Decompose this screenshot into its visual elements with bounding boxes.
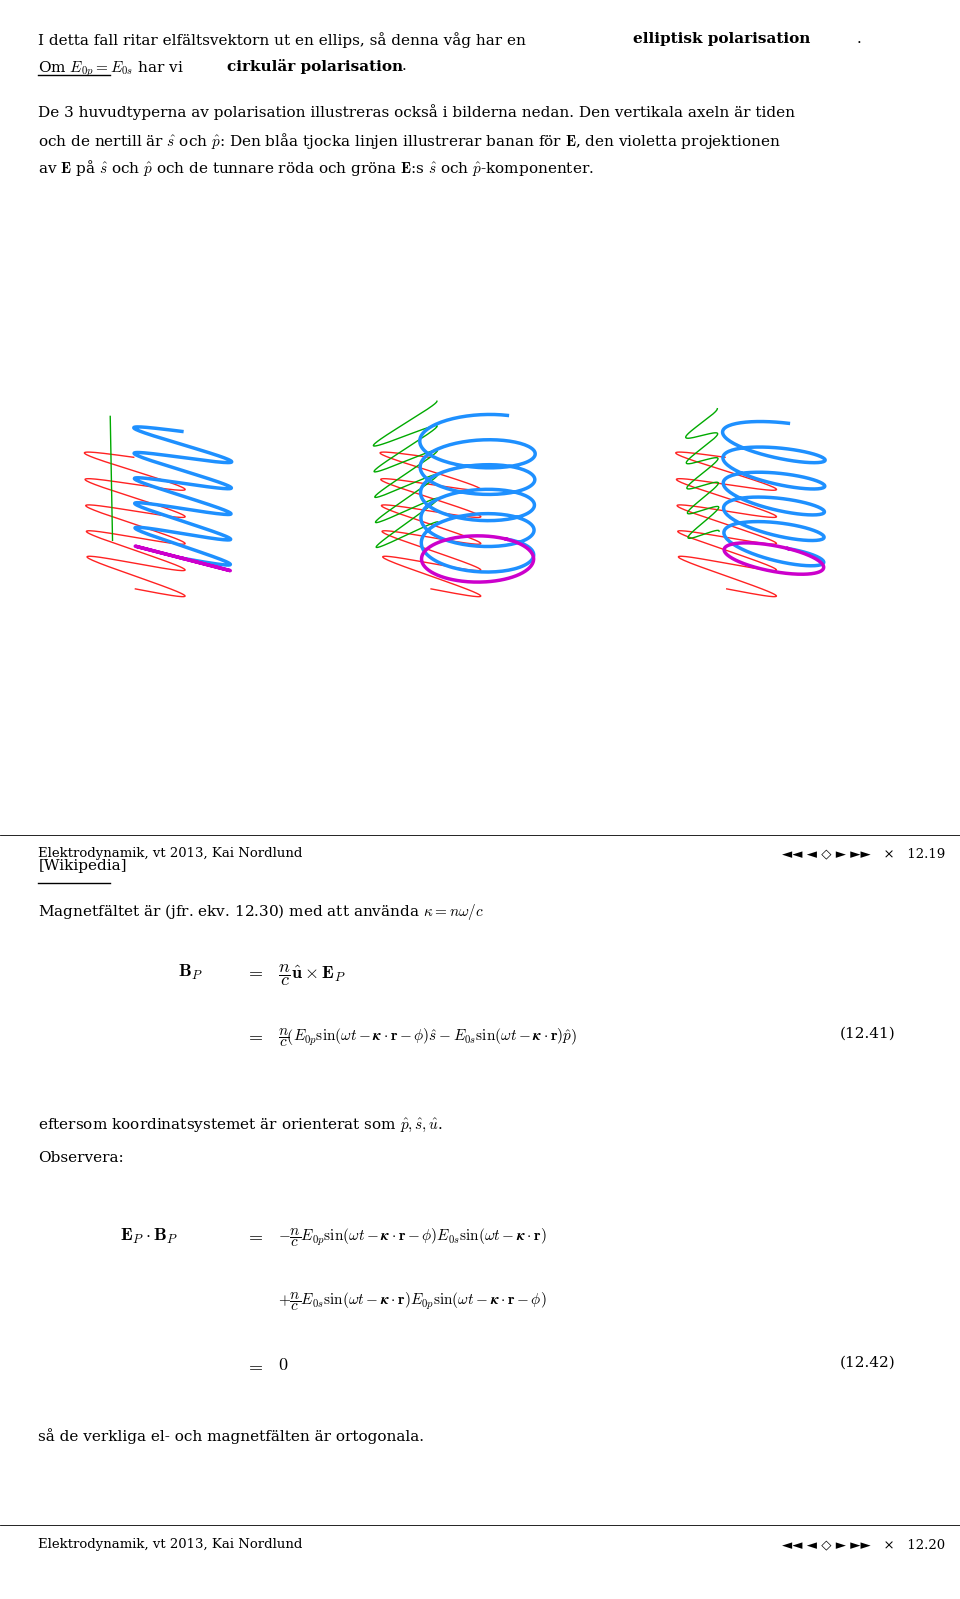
Text: (12.42): (12.42) [840,1356,896,1370]
Text: $\mathbf{E}_P \cdot \mathbf{B}_P$: $\mathbf{E}_P \cdot \mathbf{B}_P$ [120,1226,179,1246]
Text: och de nertill är $\hat{s}$ och $\hat{p}$: Den blåa tjocka linjen illustrerar ba: och de nertill är $\hat{s}$ och $\hat{p}… [38,131,781,152]
Text: ◄◄ ◄ ◇ ► ►►   ×   12.19: ◄◄ ◄ ◇ ► ►► × 12.19 [782,847,946,860]
Text: $-\dfrac{n}{c}E_{0p}\sin(\omega t - \boldsymbol{\kappa}\cdot\mathbf{r} - \phi)E_: $-\dfrac{n}{c}E_{0p}\sin(\omega t - \bol… [278,1226,547,1249]
Text: Elektrodynamik, vt 2013, Kai Nordlund: Elektrodynamik, vt 2013, Kai Nordlund [38,1538,302,1551]
Text: $\mathbf{B}_P$: $\mathbf{B}_P$ [178,963,203,982]
Text: av $\mathbf{E}$ på $\hat{s}$ och $\hat{p}$ och de tunnare röda och gröna $\mathb: av $\mathbf{E}$ på $\hat{s}$ och $\hat{p… [38,158,594,179]
Text: $+\dfrac{n}{c}E_{0s}\sin(\omega t - \boldsymbol{\kappa}\cdot\mathbf{r})E_{0p}\si: $+\dfrac{n}{c}E_{0s}\sin(\omega t - \bol… [278,1290,547,1313]
Text: Om $E_{0p} = E_{0s}$ har vi: Om $E_{0p} = E_{0s}$ har vi [38,59,184,78]
Text: eftersom koordinatsystemet är orienterat som $\hat{p}, \hat{s}, \hat{u}$.: eftersom koordinatsystemet är orienterat… [38,1116,444,1134]
Text: ◄◄ ◄ ◇ ► ►►   ×   12.20: ◄◄ ◄ ◇ ► ►► × 12.20 [782,1538,946,1551]
Text: De 3 huvudtyperna av polarisation illustreras också i bilderna nedan. Den vertik: De 3 huvudtyperna av polarisation illust… [38,104,796,120]
Text: $=$: $=$ [245,1226,263,1244]
Text: Observera:: Observera: [38,1151,124,1166]
Text: $\dfrac{n}{c}\hat{\mathbf{u}} \times \mathbf{E}_P$: $\dfrac{n}{c}\hat{\mathbf{u}} \times \ma… [278,963,346,988]
Text: I detta fall ritar elfältsvektorn ut en ellips, så denna våg har en: I detta fall ritar elfältsvektorn ut en … [38,32,531,48]
Text: elliptisk polarisation: elliptisk polarisation [633,32,810,46]
Text: [Wikipedia]: [Wikipedia] [38,859,127,873]
Text: $=$: $=$ [245,963,263,980]
Text: Elektrodynamik, vt 2013, Kai Nordlund: Elektrodynamik, vt 2013, Kai Nordlund [38,847,302,860]
Text: cirkulär polarisation: cirkulär polarisation [227,59,402,74]
Text: så de verkliga el- och magnetfälten är ortogonala.: så de verkliga el- och magnetfälten är o… [38,1428,424,1444]
Text: Magnetfältet är (jfr. ekv. 12.30) med att använda $\kappa = n\omega/c$: Magnetfältet är (jfr. ekv. 12.30) med at… [38,902,485,923]
Text: $\dfrac{n}{c}\!\left(E_{0p}\sin(\omega t - \boldsymbol{\kappa}\cdot\mathbf{r} - : $\dfrac{n}{c}\!\left(E_{0p}\sin(\omega t… [278,1027,577,1049]
Text: .: . [401,59,406,74]
Text: $0$: $0$ [278,1356,289,1374]
Text: (12.41): (12.41) [840,1027,896,1041]
Text: $=$: $=$ [245,1027,263,1044]
Text: .: . [856,32,861,46]
Text: $=$: $=$ [245,1356,263,1374]
